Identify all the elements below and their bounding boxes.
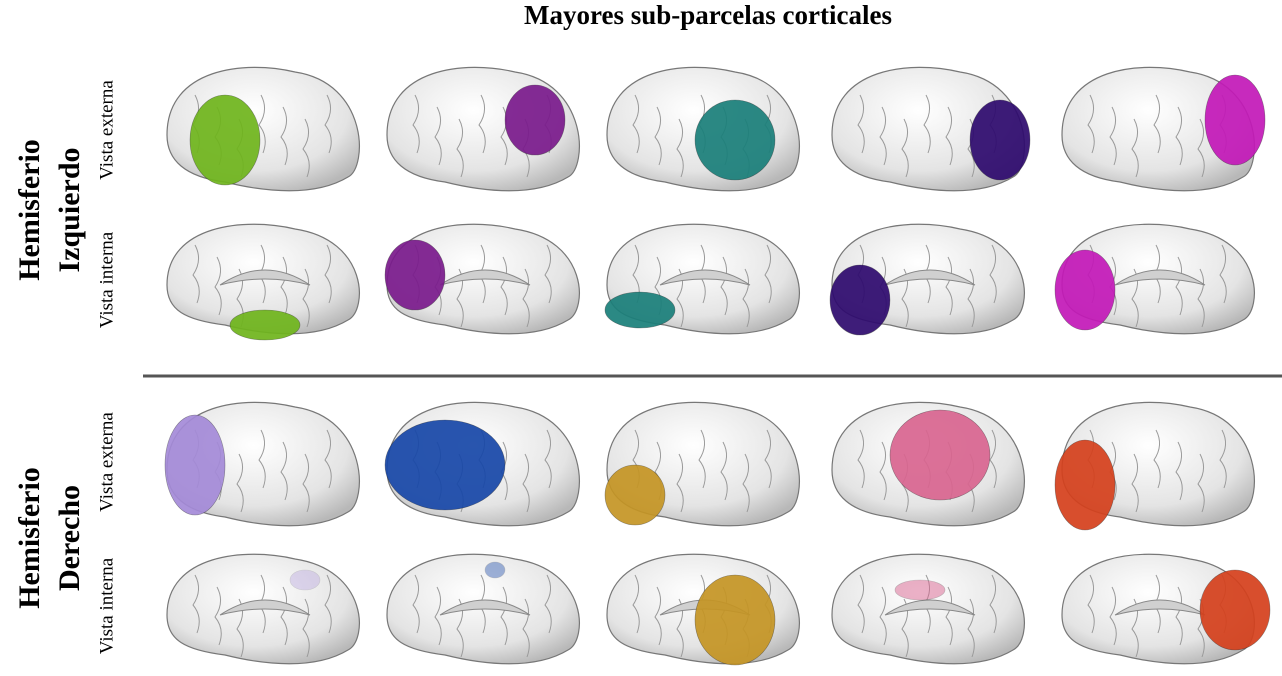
figure-title: Mayores sub-parcelas corticales <box>524 0 892 30</box>
parcel <box>230 310 300 340</box>
parcel <box>485 562 505 578</box>
figure: Mayores sub-parcelas corticales Hemisfer… <box>0 0 1282 676</box>
view-label: Vista interna <box>96 231 117 328</box>
parcel <box>505 85 565 155</box>
parcel <box>165 415 225 515</box>
parcel <box>695 575 775 665</box>
view-label: Vista externa <box>96 80 117 180</box>
parcel <box>1055 250 1115 330</box>
parcel <box>1200 570 1270 650</box>
view-label: Vista externa <box>96 412 117 512</box>
hemisphere-label: Hemisferio <box>13 467 46 609</box>
hemisphere-label: Izquierdo <box>53 147 86 272</box>
parcel <box>190 95 260 185</box>
parcel <box>290 570 320 590</box>
parcel <box>830 265 890 335</box>
parcel <box>970 100 1030 180</box>
parcel <box>1205 75 1265 165</box>
parcel <box>605 292 675 328</box>
hemisphere-label: Derecho <box>53 485 86 591</box>
parcel <box>695 100 775 180</box>
parcel <box>385 240 445 310</box>
brain-grid <box>165 67 1270 665</box>
parcel <box>385 420 505 510</box>
parcel <box>605 465 665 525</box>
parcel <box>890 410 990 500</box>
hemisphere-label: Hemisferio <box>13 139 46 281</box>
parcel <box>1055 440 1115 530</box>
view-label: Vista interna <box>96 557 117 654</box>
parcel <box>895 580 945 600</box>
